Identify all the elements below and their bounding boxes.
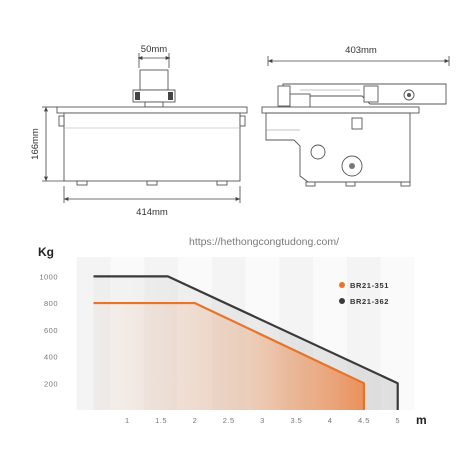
series-line-br21-362 [93,275,399,410]
y-tick-label: 200 [44,379,58,388]
y-tick-label: 800 [44,299,58,308]
x-tick-label: 2 [193,416,198,425]
x-tick-label: 4 [328,416,333,425]
shaft-housing [139,69,169,91]
x-tick-label: 1 [125,416,130,425]
series-lines [93,275,399,410]
series-line-br21-351 [93,301,366,410]
y-axis-ticks: 200 400 600 800 1000 [39,272,58,388]
legend-label-br21-351: BR21-351 [350,281,389,290]
top-plate [56,106,248,114]
x-tick-label: 4.5 [358,416,370,425]
bottom-width-label: 414mm [136,207,168,218]
y-tick-label: 600 [44,326,58,335]
side-box [265,112,411,183]
side-length-label: 403mm [345,45,377,56]
x-tick-label: 5 [395,416,400,425]
side-top-plate [261,106,420,114]
y-tick-label: 1000 [39,272,58,281]
y-tick-label: 400 [44,353,58,362]
x-tick-label: 2.5 [223,416,235,425]
legend-swatch-br21-351 [339,282,345,288]
main-box [63,112,241,182]
chart-legend: BR21-351 BR21-362 [339,281,389,306]
top-width-label: 50mm [141,44,167,55]
x-tick-label: 3 [260,416,265,425]
height-label: 166mm [30,128,41,160]
x-axis-unit: m [416,413,427,427]
front-view-drawing: 50mm 414mm 166mm [30,44,248,218]
x-tick-label: 3.5 [290,416,302,425]
x-tick-label: 1.5 [155,416,167,425]
x-axis-ticks: 1 1.5 2 2.5 3 3.5 4 4.5 5 [125,416,400,425]
legend-swatch-br21-362 [339,298,345,304]
watermark-url: https://hethongcongtudong.com/ [189,236,339,248]
area-fill-br21-351 [93,303,364,410]
side-view-drawing: 403mm [261,45,450,187]
y-axis-unit: Kg [38,245,54,259]
legend-label-br21-362: BR21-362 [350,297,389,306]
